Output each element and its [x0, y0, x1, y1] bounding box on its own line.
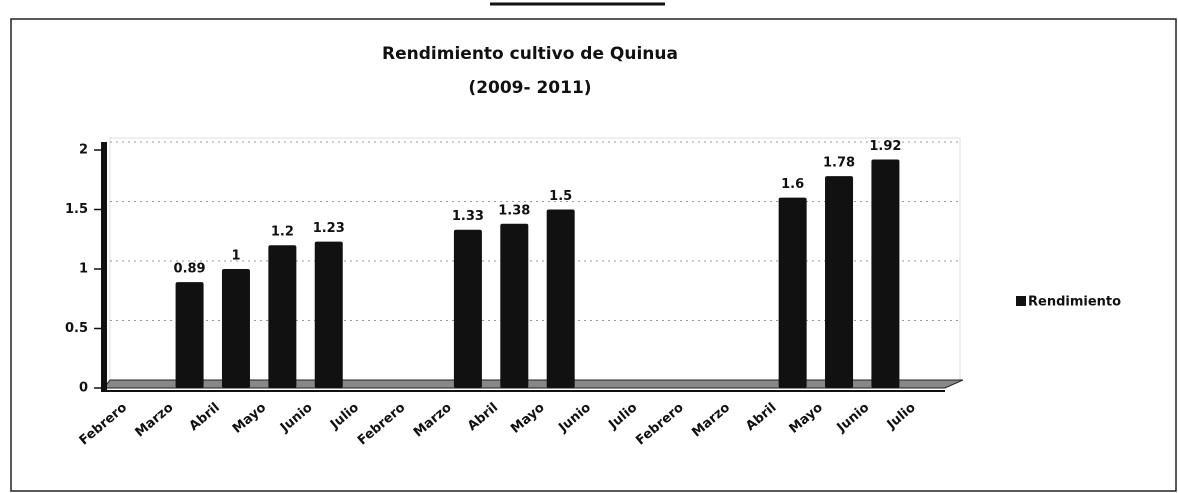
x-tick-label: Mayo	[787, 400, 826, 436]
x-tick-label: Julio	[884, 400, 919, 433]
x-tick-label: Mayo	[508, 400, 547, 436]
data-label: 1	[231, 249, 240, 264]
bar	[778, 197, 807, 388]
x-tick-label: Julio	[605, 400, 640, 433]
bar	[175, 282, 204, 388]
y-tick-label: 2	[79, 143, 88, 158]
x-tick-label: Abril	[465, 400, 501, 434]
bar	[268, 245, 297, 388]
bar	[871, 159, 900, 388]
x-tick-label: Febrero	[77, 400, 130, 448]
data-label: 1.6	[781, 177, 804, 192]
x-tick-label: Febrero	[633, 400, 686, 448]
bar	[453, 229, 482, 388]
bar	[825, 176, 854, 388]
data-label: 1.23	[313, 221, 345, 236]
chart-frame	[10, 18, 1177, 492]
x-tick-label: Mayo	[230, 400, 269, 436]
x-tick-label: Junio	[555, 400, 594, 436]
x-tick-label: Abril	[187, 400, 223, 434]
data-label: 1.5	[549, 189, 572, 204]
bar	[221, 269, 250, 388]
data-label: 1.2	[271, 225, 294, 240]
x-tick-label: Marzo	[133, 400, 177, 440]
data-label: 0.89	[174, 262, 206, 277]
x-tick-label: Febrero	[355, 400, 408, 448]
y-tick-label: 1	[79, 262, 88, 277]
bar	[314, 241, 343, 388]
legend-label: Rendimiento	[1028, 295, 1121, 310]
data-label: 1.38	[498, 203, 530, 218]
chart-title: Rendimiento cultivo de Quinua	[382, 44, 678, 64]
x-tick-label: Julio	[327, 400, 362, 433]
chart-subtitle: (2009- 2011)	[468, 78, 591, 98]
y-tick-label: 0	[79, 381, 88, 396]
bar	[546, 209, 575, 388]
x-tick-label: Junio	[834, 400, 873, 436]
data-label: 1.78	[823, 156, 855, 171]
x-tick-label: Abril	[743, 400, 779, 434]
data-label: 1.92	[869, 139, 901, 154]
y-tick-label: 1.5	[65, 202, 88, 217]
x-tick-label: Marzo	[689, 400, 733, 440]
bar	[500, 223, 529, 388]
legend-swatch	[1016, 296, 1026, 306]
x-tick-label: Marzo	[411, 400, 455, 440]
data-label: 1.33	[452, 209, 484, 224]
x-tick-label: Junio	[277, 400, 316, 436]
y-tick-label: 0.5	[65, 321, 88, 336]
